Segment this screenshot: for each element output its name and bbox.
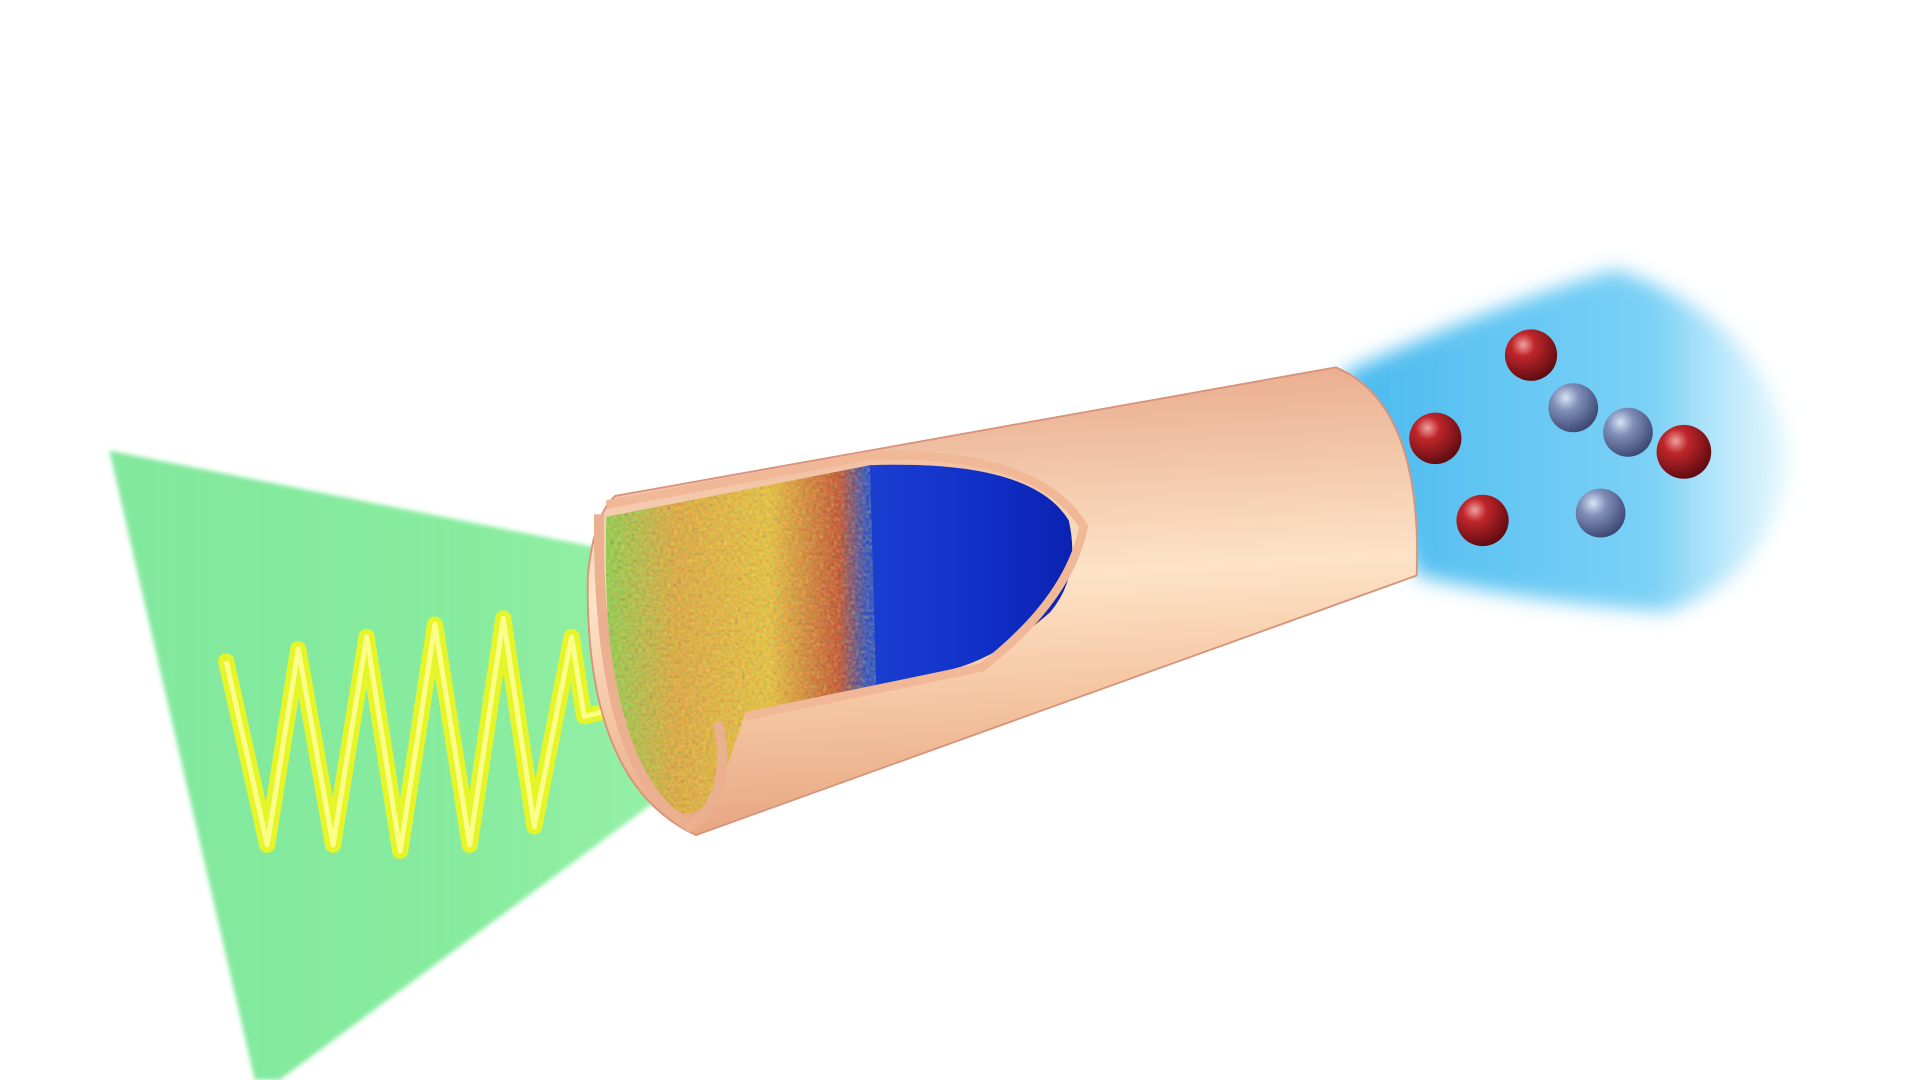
tube-rim: [605, 450, 1089, 721]
sphere-red: [1456, 494, 1509, 547]
sphere-red: [1656, 424, 1712, 479]
green-beam: [109, 450, 696, 1080]
sphere-blue: [1548, 383, 1599, 433]
sphere-blue: [1575, 488, 1626, 538]
tube-interior-texture: [605, 465, 877, 814]
sphere-blue: [1603, 407, 1653, 457]
wave-highlight: [223, 615, 622, 854]
blue-beam: [1342, 269, 1790, 613]
sphere-red: [1409, 412, 1462, 465]
sphere-red: [1504, 329, 1558, 381]
tube-rim-front: [594, 514, 728, 833]
